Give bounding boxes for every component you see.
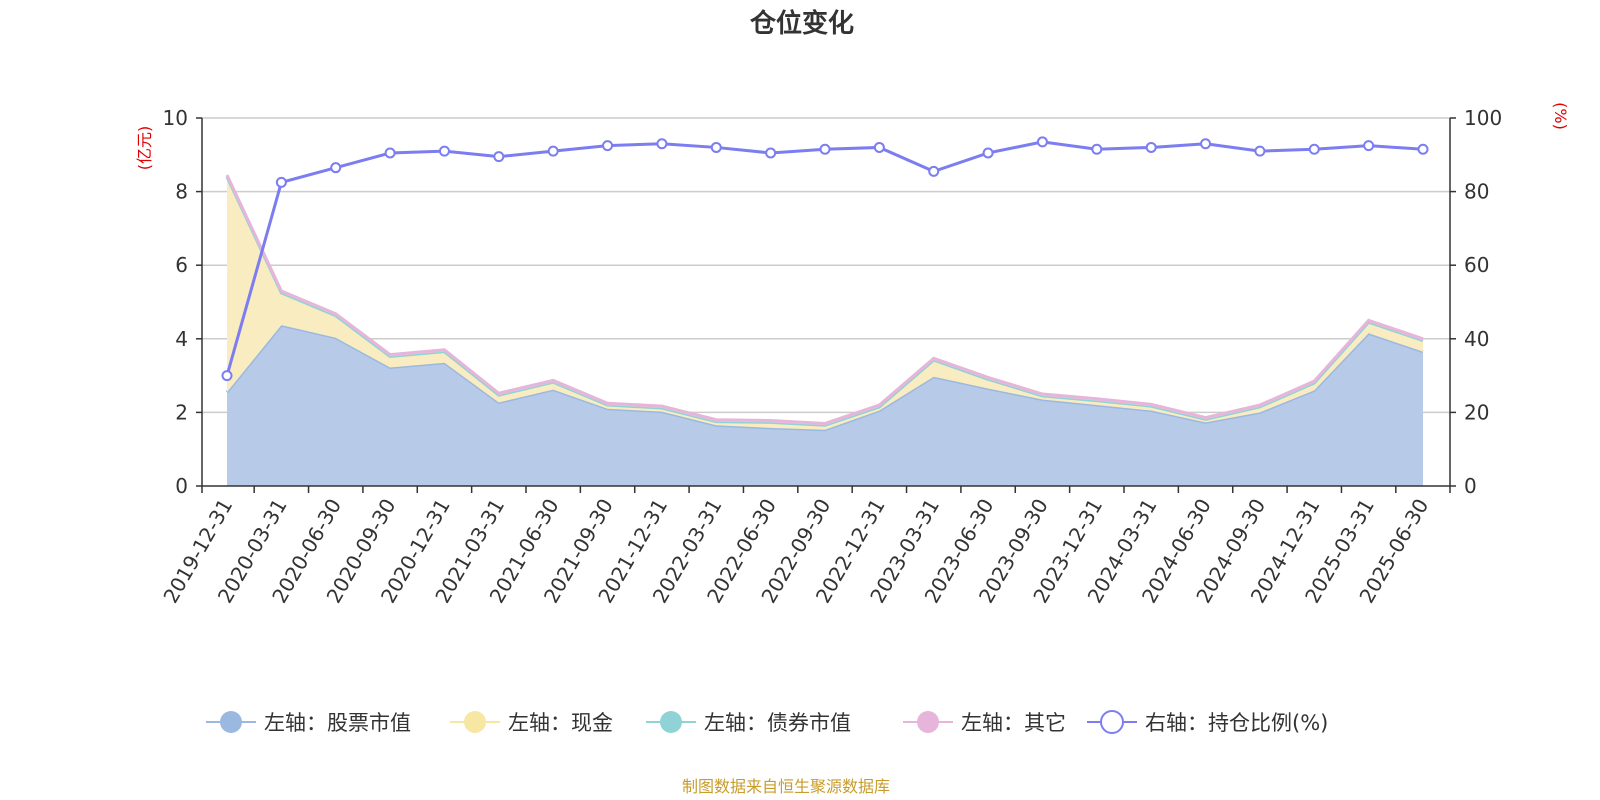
ratio-point-3 bbox=[384, 147, 396, 159]
ratio-point-10 bbox=[765, 147, 777, 159]
legend-label-2: 左轴：债券市值 bbox=[704, 711, 851, 735]
left-axis-ticks: 0 2 4 6 8 10 bbox=[163, 106, 202, 498]
ratio-point-1 bbox=[275, 176, 287, 188]
source-note: 制图数据来自恒生聚源数据库 bbox=[682, 777, 890, 796]
area-edge-4 bbox=[225, 174, 1424, 425]
left-tick-label-0: 0 bbox=[175, 474, 188, 498]
stacked-areas bbox=[225, 174, 1424, 486]
left-tick-label-2: 4 bbox=[175, 327, 188, 351]
legend: 左轴：股票市值 左轴：现金 左轴：债券市值 左轴：其它 右轴：持仓比例(%) bbox=[206, 710, 1328, 735]
ratio-point-0 bbox=[221, 370, 233, 382]
x-axis-ticks: 2019-12-312020-03-312020-06-302020-09-30… bbox=[158, 486, 1451, 607]
left-tick-label-3: 6 bbox=[175, 253, 188, 277]
legend-marker-3 bbox=[917, 711, 939, 733]
right-axis-unit: (%) bbox=[1551, 102, 1570, 130]
legend-marker-4 bbox=[1100, 710, 1124, 734]
right-tick-label-3: 60 bbox=[1464, 253, 1489, 277]
ratio-point-16 bbox=[1091, 143, 1103, 155]
right-tick-label-2: 40 bbox=[1464, 327, 1489, 351]
ratio-point-17 bbox=[1145, 141, 1157, 153]
ratio-point-9 bbox=[710, 141, 722, 153]
ratio-point-15 bbox=[1036, 136, 1048, 148]
right-tick-label-5: 100 bbox=[1464, 106, 1502, 130]
ratio-point-18 bbox=[1200, 138, 1212, 150]
right-tick-label-4: 80 bbox=[1464, 180, 1489, 204]
right-tick-label-0: 0 bbox=[1464, 474, 1477, 498]
axes bbox=[201, 118, 1451, 487]
ratio-point-7 bbox=[602, 140, 614, 152]
area-1 bbox=[227, 325, 1423, 486]
left-tick-label-1: 2 bbox=[175, 400, 188, 424]
legend-label-0: 左轴：股票市值 bbox=[264, 711, 411, 735]
left-axis-unit: (亿元) bbox=[135, 126, 154, 171]
legend-marker-1 bbox=[464, 711, 486, 733]
legend-marker-2 bbox=[660, 711, 682, 733]
legend-label-1: 左轴：现金 bbox=[508, 711, 613, 735]
right-axis-ticks: 0 20 40 60 80 100 bbox=[1450, 106, 1502, 498]
ratio-point-4 bbox=[438, 145, 450, 157]
ratio-point-14 bbox=[982, 147, 994, 159]
right-tick-label-1: 20 bbox=[1464, 400, 1489, 424]
ratio-point-2 bbox=[330, 162, 342, 174]
left-tick-label-5: 10 bbox=[163, 106, 188, 130]
holding-ratio-line bbox=[221, 136, 1429, 382]
ratio-point-19 bbox=[1254, 145, 1266, 157]
ratio-point-20 bbox=[1308, 143, 1320, 155]
legend-label-3: 左轴：其它 bbox=[961, 711, 1066, 735]
ratio-point-22 bbox=[1417, 143, 1429, 155]
ratio-point-13 bbox=[928, 165, 940, 177]
ratio-point-5 bbox=[493, 151, 505, 163]
ratio-point-21 bbox=[1363, 140, 1375, 152]
ratio-line-path bbox=[225, 140, 1424, 377]
left-tick-label-4: 8 bbox=[175, 180, 188, 204]
ratio-point-11 bbox=[819, 143, 831, 155]
chart-title: 仓位变化 bbox=[749, 8, 854, 39]
ratio-point-12 bbox=[873, 141, 885, 153]
ratio-point-6 bbox=[547, 145, 559, 157]
legend-marker-0 bbox=[220, 711, 242, 733]
ratio-point-8 bbox=[656, 138, 668, 150]
legend-label-4: 右轴：持仓比例(%) bbox=[1145, 711, 1328, 735]
